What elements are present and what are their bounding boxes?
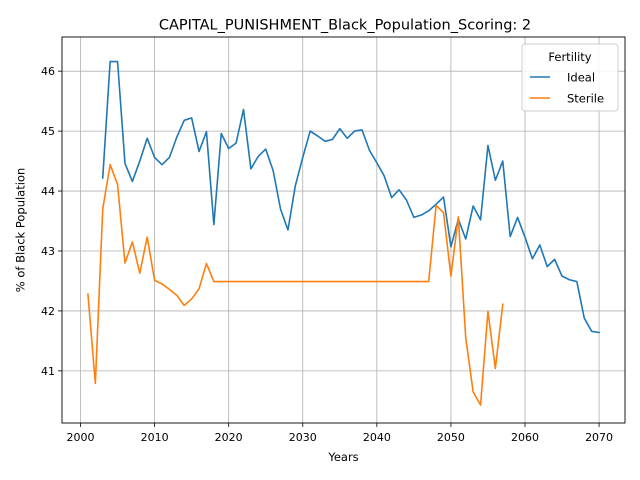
series-line-ideal [101,60,600,334]
x-tick-label: 2060 [511,431,539,444]
chart-title: CAPITAL_PUNISHMENT_Black_Population_Scor… [159,18,531,34]
axis-ticks: 2000 2010 2020 2030 2040 2050 2060 2070 41 42 43 44… [41,65,613,444]
x-tick-label: 2000 [67,431,95,444]
y-tick-label: 41 [41,365,55,378]
y-axis-label: % of Black Population [14,168,28,293]
legend-title: Fertility [548,50,591,64]
x-tick-label: 2070 [585,431,613,444]
y-tick-label: 45 [41,125,55,138]
plot-area-frame [61,36,626,424]
legend-box [521,43,619,112]
legend-label-ideal: Ideal [567,71,595,85]
x-axis-label: Years [327,450,358,464]
legend: Fertility Ideal Sterile [521,43,619,112]
x-tick-label: 2030 [289,431,317,444]
legend-label-sterile: Sterile [567,92,604,106]
x-tick-label: 2010 [141,431,169,444]
y-tick-label: 43 [41,245,55,258]
x-tick-label: 2040 [363,431,391,444]
y-tick-label: 44 [41,185,55,198]
y-tick-label: 46 [41,65,55,78]
x-tick-label: 2020 [215,431,243,444]
series-line-sterile [87,163,504,406]
x-tick-label: 2050 [437,431,465,444]
series-layer [87,60,600,406]
y-tick-label: 42 [41,305,55,318]
